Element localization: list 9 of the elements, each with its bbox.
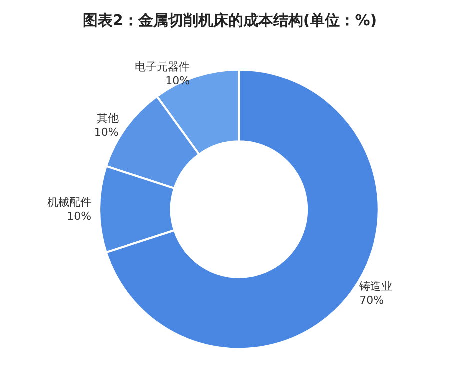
slice-label: 电子元器件	[135, 60, 190, 74]
data-label: 70%	[360, 294, 384, 307]
slice-label: 机械配件	[48, 196, 92, 210]
slice-label: 铸造业	[358, 280, 393, 293]
chart-title: 图表2：金属切削机床的成本结构(单位：%)	[82, 12, 378, 30]
data-label: 10%	[67, 210, 92, 224]
slice-label: 其他	[96, 112, 119, 126]
data-label: 10%	[94, 126, 119, 140]
data-label: 10%	[166, 74, 190, 88]
